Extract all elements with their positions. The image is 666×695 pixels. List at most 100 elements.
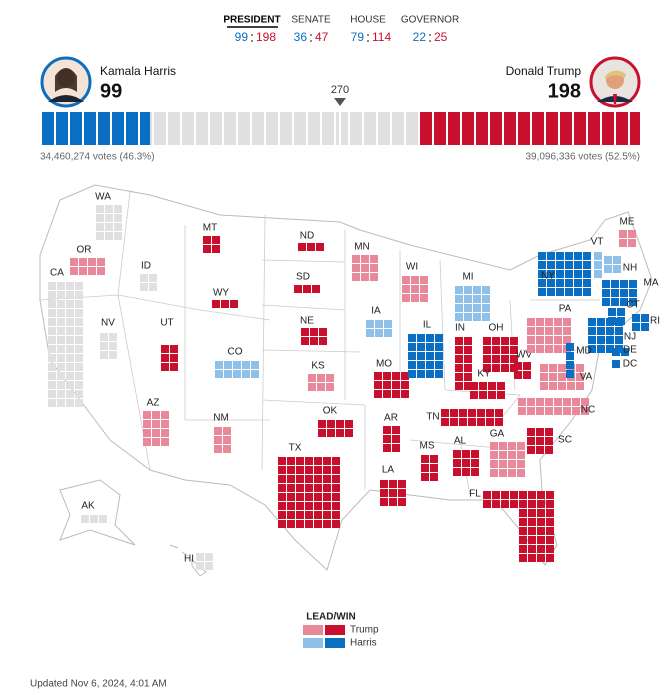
state-label[interactable]: AL xyxy=(454,436,467,447)
state-label[interactable]: NM xyxy=(213,413,229,424)
state-label[interactable]: AR xyxy=(384,413,398,424)
state-tile xyxy=(606,318,614,326)
state-label[interactable]: WI xyxy=(406,262,418,273)
state-label[interactable]: OK xyxy=(323,406,338,417)
state-label[interactable]: ID xyxy=(141,261,151,272)
state-tile xyxy=(597,345,605,353)
state-tile xyxy=(583,279,591,287)
state-label[interactable]: NC xyxy=(581,405,595,416)
state-tile xyxy=(143,429,151,437)
harris-count: 99 xyxy=(235,30,249,44)
state-label[interactable]: MT xyxy=(203,223,217,234)
state-label[interactable]: VT xyxy=(591,237,604,248)
state-label[interactable]: MI xyxy=(462,272,473,283)
state-tile xyxy=(536,336,544,344)
state-tile xyxy=(296,466,304,474)
state-label[interactable]: WY xyxy=(213,288,229,299)
state-label[interactable]: MA xyxy=(644,278,659,289)
state-label[interactable]: PA xyxy=(559,304,572,315)
harris-name: Kamala Harris xyxy=(100,64,176,78)
state-tile xyxy=(510,491,518,499)
state-label[interactable]: TX xyxy=(289,443,302,454)
tab-label[interactable]: PRESIDENT xyxy=(223,15,280,26)
state-label[interactable]: RI xyxy=(650,316,660,327)
state-label[interactable]: GA xyxy=(490,429,505,440)
state-label[interactable]: MN xyxy=(354,242,370,253)
state-label[interactable]: IL xyxy=(423,320,432,331)
state-tile xyxy=(488,382,496,390)
state-label[interactable]: WV xyxy=(516,350,532,361)
state-tile xyxy=(537,509,545,517)
state-label[interactable]: ME xyxy=(620,217,635,228)
tab-label[interactable]: GOVERNOR xyxy=(401,15,459,26)
state-label[interactable]: KY xyxy=(477,369,491,380)
state-label[interactable]: NY xyxy=(541,271,555,282)
state-label[interactable]: OR xyxy=(77,245,92,256)
state-tile xyxy=(374,390,382,398)
state-label[interactable]: TN xyxy=(426,412,439,423)
state-tile xyxy=(501,337,509,345)
state-tile xyxy=(629,289,637,297)
state-label[interactable]: DE xyxy=(623,345,637,356)
state-label[interactable]: MO xyxy=(376,359,392,370)
state-label[interactable]: NH xyxy=(623,263,637,274)
tab-label[interactable]: SENATE xyxy=(291,15,331,26)
legend-label: Trump xyxy=(350,625,379,636)
state-label[interactable]: KS xyxy=(311,361,325,372)
state-label[interactable]: MS xyxy=(420,441,435,452)
state-tile xyxy=(287,511,295,519)
state-tile xyxy=(298,243,306,251)
state-tile xyxy=(527,428,535,436)
state-tile xyxy=(75,318,83,326)
state-tile xyxy=(287,466,295,474)
state-tile xyxy=(547,261,555,269)
state-tile xyxy=(556,288,564,296)
state-tile xyxy=(588,336,596,344)
state-label[interactable]: IN xyxy=(455,323,465,334)
state-tile xyxy=(497,391,505,399)
state-label[interactable]: HI xyxy=(184,554,194,565)
separator-dot xyxy=(251,34,253,36)
state-tile xyxy=(287,475,295,483)
state-label[interactable]: SC xyxy=(558,435,572,446)
state-label[interactable]: FL xyxy=(469,489,481,500)
state-tile xyxy=(567,382,575,390)
state-tile xyxy=(519,554,527,562)
state-tile xyxy=(114,214,122,222)
state-tile xyxy=(66,372,74,380)
state-label[interactable]: IA xyxy=(371,306,381,317)
state-tile xyxy=(470,391,478,399)
state-label[interactable]: DC xyxy=(623,359,637,370)
state-label[interactable]: NV xyxy=(101,318,115,329)
state-label[interactable]: VA xyxy=(580,372,593,383)
state-tile xyxy=(296,511,304,519)
state-tile xyxy=(483,337,491,345)
state-tile xyxy=(606,327,614,335)
state-label[interactable]: AZ xyxy=(147,398,160,409)
state-label[interactable]: NE xyxy=(300,316,314,327)
tab-label[interactable]: HOUSE xyxy=(350,15,386,26)
state-label[interactable]: WA xyxy=(95,192,111,203)
state-tile xyxy=(352,273,360,281)
state-label[interactable]: CA xyxy=(50,268,64,279)
state-tile xyxy=(152,438,160,446)
state-label[interactable]: AK xyxy=(81,501,95,512)
state-label[interactable]: MD xyxy=(576,346,592,357)
state-label[interactable]: LA xyxy=(382,465,395,476)
state-label[interactable]: CT xyxy=(626,300,639,311)
state-tile xyxy=(75,300,83,308)
state-tile xyxy=(332,520,340,528)
state-label[interactable]: NJ xyxy=(624,332,636,343)
state-label[interactable]: OH xyxy=(489,323,504,334)
state-label[interactable]: SD xyxy=(296,272,310,283)
state-tile xyxy=(492,337,500,345)
state-tile xyxy=(608,308,616,316)
state-tile xyxy=(383,372,391,380)
state-label[interactable]: CO xyxy=(228,347,243,358)
state-label[interactable]: ND xyxy=(300,231,314,242)
state-tile xyxy=(421,473,429,481)
state-label[interactable]: UT xyxy=(160,318,173,329)
state-tile xyxy=(517,469,525,477)
state-tile xyxy=(310,337,318,345)
state-tile xyxy=(606,336,614,344)
